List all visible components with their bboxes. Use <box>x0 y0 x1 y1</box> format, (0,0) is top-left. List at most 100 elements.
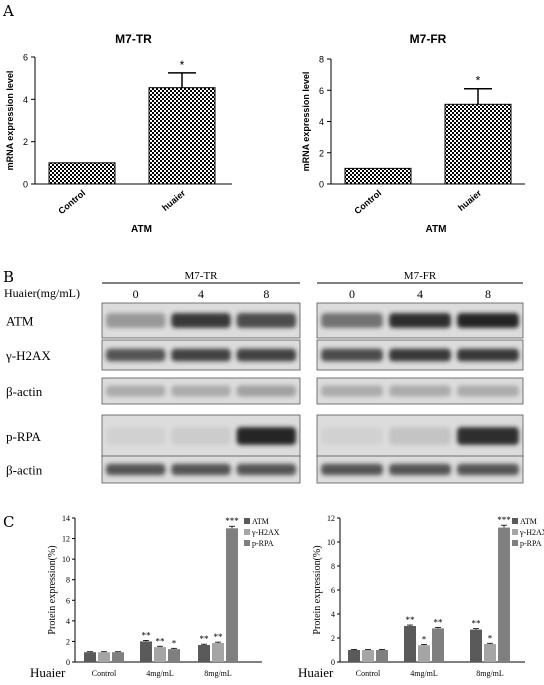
x-category-label: huaier <box>160 188 187 213</box>
y-tick-label: 12 <box>62 535 70 544</box>
x-category-label: 8mg/mL <box>204 669 232 678</box>
bar-huaier <box>148 87 216 185</box>
blot-band <box>236 463 297 476</box>
y-tick-label: 0 <box>23 180 28 190</box>
bar-atm <box>348 650 360 662</box>
significance-marker: ** <box>406 615 416 625</box>
y-tick-label: 4 <box>331 610 335 619</box>
y-tick-label: 12 <box>327 514 335 523</box>
y-tick-label: 4 <box>23 95 28 105</box>
bar-prpa <box>226 528 238 662</box>
blot-row-label: γ-H2AX <box>5 348 51 363</box>
bar-h2ax <box>418 645 430 662</box>
significance-marker: ** <box>214 632 224 642</box>
y-tick-label: 6 <box>23 53 28 63</box>
bar-prpa <box>376 650 388 662</box>
y-tick-label: 4 <box>66 617 70 626</box>
blot-band <box>236 313 297 328</box>
significance-marker: * <box>180 58 185 72</box>
legend-label: γ-H2AX <box>519 528 544 537</box>
legend-swatch <box>244 540 250 546</box>
blot-band <box>171 463 231 476</box>
legend-label: γ-H2AX <box>251 528 280 537</box>
legend-swatch <box>244 529 250 535</box>
blot-band <box>105 385 166 397</box>
x-category-label: Control <box>56 188 87 216</box>
blot-row-label: β-actin <box>6 384 43 399</box>
blot-band <box>389 313 451 328</box>
blot-band <box>321 385 383 397</box>
western-blot-panel: M7-TR 0 4 8 M7-FR 0 4 8 Huaier(mg/mL) ATM γ-H2AX β-… <box>4 270 524 484</box>
bar-atm <box>404 626 416 662</box>
y-tick-label: 8 <box>331 562 335 571</box>
blot-band <box>389 427 451 445</box>
y-tick-label: 2 <box>23 137 28 147</box>
significance-marker: * <box>172 638 177 648</box>
blot-band <box>171 313 231 328</box>
x-category-label: 4mg/mL <box>410 669 438 678</box>
bar-prpa <box>168 649 180 662</box>
significance-marker: * <box>422 634 427 644</box>
blot-band <box>321 313 383 328</box>
blot-band <box>457 348 519 362</box>
bar-h2ax <box>484 644 496 662</box>
dose-label: 0 <box>349 287 355 301</box>
chart-a-m7-fr: M7-FR 0 2 4 6 8 mRNA expression level Control * h… <box>301 32 525 235</box>
blot-band <box>389 463 451 476</box>
bar-prpa <box>112 652 124 662</box>
blot-band <box>389 348 451 362</box>
x-category-label: huaier <box>456 188 483 213</box>
bar-atm <box>198 645 210 662</box>
y-tick-label: 6 <box>66 596 70 605</box>
bar-control <box>48 162 116 185</box>
legend-swatch <box>512 529 518 535</box>
x-axis-label: ATM <box>426 224 447 235</box>
chart-title: M7-FR <box>410 32 447 46</box>
y-axis-label: Protein expression(%) <box>312 545 323 634</box>
y-axis-label: mRNA expression level <box>5 71 15 171</box>
significance-marker: ** <box>200 634 210 644</box>
bar-h2ax <box>154 647 166 662</box>
dose-label: 4 <box>417 287 423 301</box>
dose-label: 8 <box>485 287 491 301</box>
y-tick-label: 8 <box>319 55 324 65</box>
bar-h2ax <box>212 642 224 662</box>
x-category-label: Control <box>356 669 381 678</box>
blot-band <box>236 385 297 397</box>
blot-band <box>171 348 231 362</box>
blot-band <box>105 463 166 476</box>
x-category-label: 4mg/mL <box>146 669 174 678</box>
legend-label: p-RPA <box>252 539 274 548</box>
blot-band <box>105 348 166 362</box>
blot-band <box>457 427 519 445</box>
y-tick-label: 0 <box>319 180 324 190</box>
blot-band <box>236 348 297 362</box>
dose-label: 4 <box>198 287 204 301</box>
significance-marker: * <box>488 633 493 643</box>
chart-c-left: 0 2 4 6 8 10 12 14 Protein expression(%) Control *… <box>30 514 280 680</box>
bar-huaier <box>444 103 512 185</box>
legend-swatch <box>512 540 518 546</box>
bar-atm <box>470 629 482 662</box>
blot-row-label: β-actin <box>6 463 43 478</box>
legend-label: ATM <box>520 517 537 526</box>
x-category-label: Control <box>352 188 383 216</box>
y-axis-label: mRNA expression level <box>301 72 311 172</box>
blot-band <box>457 313 519 328</box>
bar-prpa <box>498 527 510 662</box>
blot-group-label: M7-FR <box>404 270 437 282</box>
bar-atm <box>140 641 152 662</box>
panel-letter-c: C <box>3 513 14 531</box>
blot-band <box>236 427 297 445</box>
dose-label: 0 <box>133 287 139 301</box>
x-category-label: Control <box>92 669 117 678</box>
blot-band <box>105 313 166 328</box>
x-axis-label: Huaier <box>30 665 66 680</box>
significance-marker: ** <box>472 619 482 629</box>
significance-marker: ** <box>434 617 444 627</box>
dose-label: 8 <box>263 287 269 301</box>
legend-swatch <box>512 518 518 524</box>
chart-a-m7-tr: M7-TR 0 2 4 6 mRNA expression level Control * hu… <box>5 32 232 235</box>
